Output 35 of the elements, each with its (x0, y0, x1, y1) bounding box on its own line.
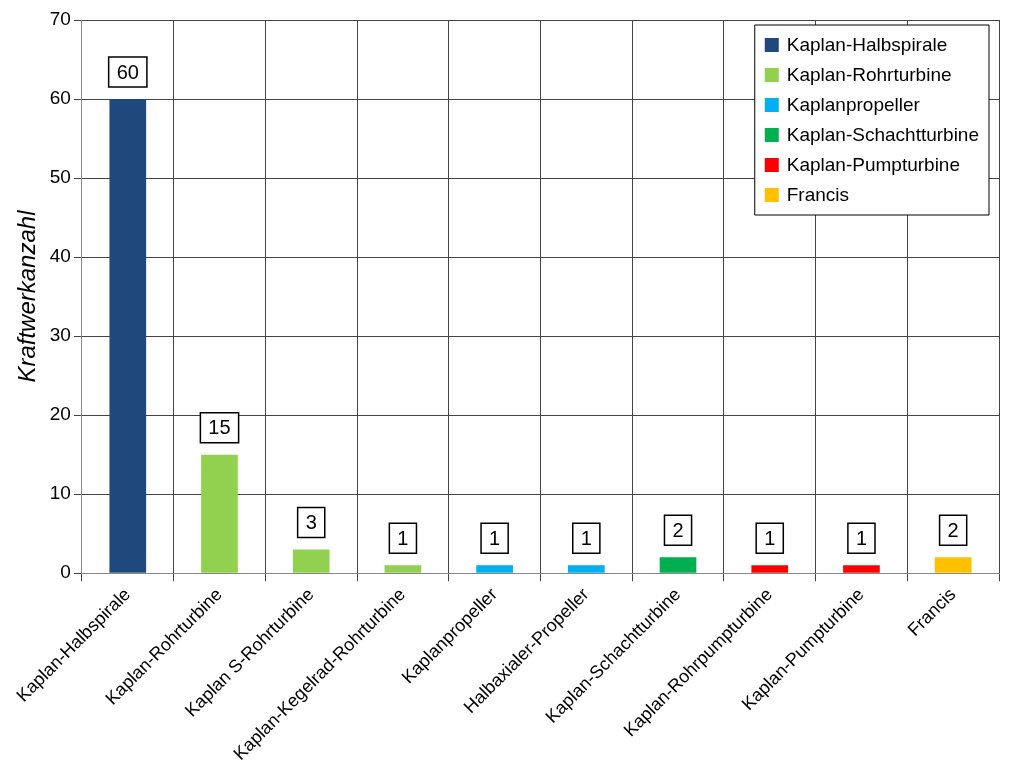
y-tick-label: 70 (49, 8, 71, 30)
legend-label: Francis (786, 184, 850, 206)
data-label: 1 (397, 526, 409, 549)
data-label: 60 (116, 60, 139, 83)
data-label: 15 (208, 416, 231, 439)
bar (201, 454, 238, 573)
bar (476, 565, 513, 573)
y-axis-title: Kraftwerkanzahl (13, 209, 41, 383)
bar (109, 99, 147, 573)
y-tick-label: 50 (49, 166, 71, 188)
y-tick-label: 60 (49, 87, 71, 109)
data-label: 1 (489, 526, 501, 549)
legend-label: Kaplan-Halbspirale (786, 34, 948, 56)
y-tick-label: 0 (60, 561, 71, 583)
legend-label: Kaplan-Schachtturbine (786, 124, 980, 146)
bar (751, 565, 789, 573)
data-label: 2 (947, 518, 959, 541)
bar (659, 557, 697, 573)
data-label: 1 (764, 526, 776, 549)
y-tick-label: 10 (49, 482, 71, 504)
bar (292, 549, 330, 573)
data-label: 3 (305, 510, 317, 533)
data-label: 1 (855, 526, 867, 549)
legend-label: Kaplan-Pumpturbine (786, 154, 960, 176)
bar (843, 565, 880, 573)
bar (567, 565, 605, 573)
bar (384, 565, 422, 573)
y-tick-label: 20 (49, 403, 71, 425)
legend-label: Kaplanpropeller (786, 94, 921, 116)
data-label: 2 (672, 518, 684, 541)
bar (934, 557, 972, 573)
data-label: 1 (580, 526, 592, 549)
y-tick-label: 40 (49, 245, 71, 267)
y-tick-label: 30 (49, 324, 71, 346)
legend-label: Kaplan-Rohrturbine (786, 64, 952, 86)
